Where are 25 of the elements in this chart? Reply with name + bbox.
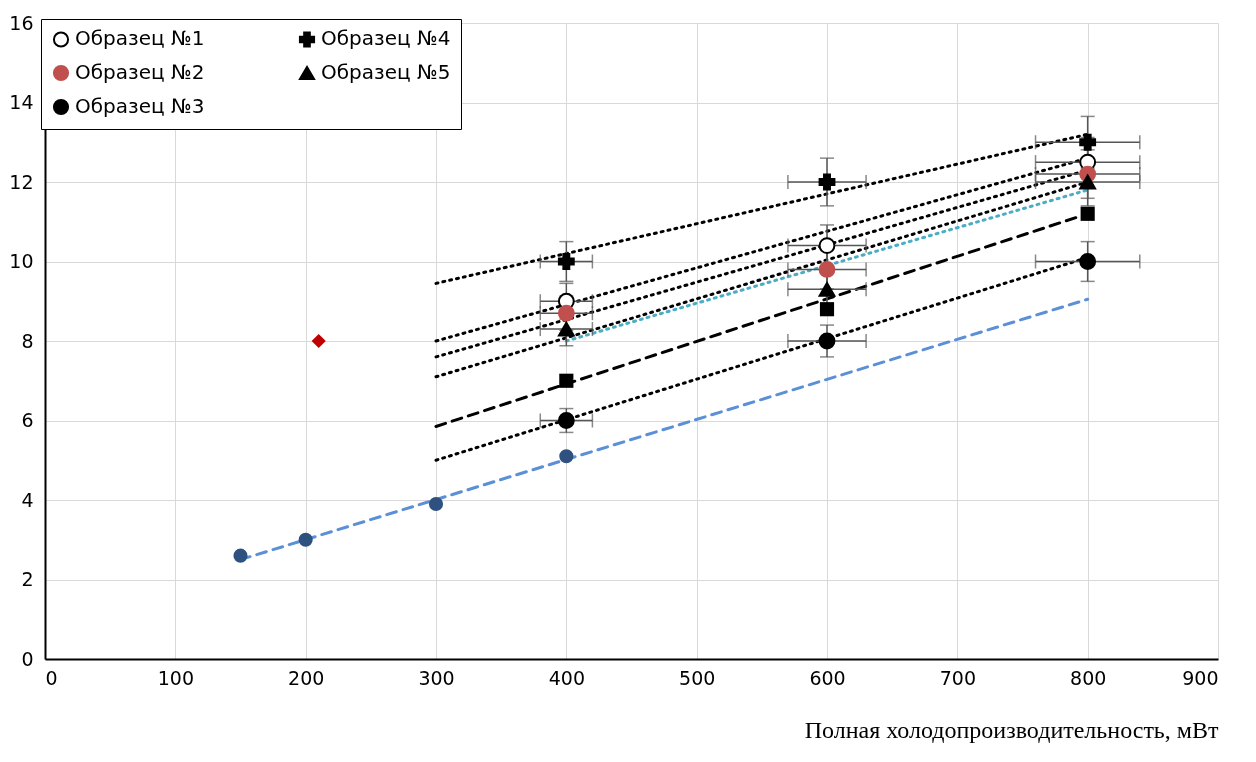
legend-label: Образец №3 xyxy=(75,94,205,118)
y-tick-label: 10 xyxy=(9,250,34,272)
legend-label: Образец №2 xyxy=(75,60,205,84)
y-tick-label: 16 xyxy=(9,11,34,34)
x-tick-label: 300 xyxy=(418,666,455,689)
x-tick-label: 700 xyxy=(939,666,976,689)
x-tick-label: 200 xyxy=(288,666,325,689)
y-tick-label: 14 xyxy=(9,91,34,113)
x-tick-label: 100 xyxy=(157,666,194,689)
y-tick-label: 2 xyxy=(21,568,34,590)
y-tick-label: 0 xyxy=(21,647,34,670)
x-tick-label: 900 xyxy=(1182,666,1219,689)
x-tick-label: 800 xyxy=(1070,666,1107,689)
legend-label: Образец №5 xyxy=(321,60,451,84)
legend-label: Образец №1 xyxy=(75,26,205,51)
y-tick-label: 4 xyxy=(21,488,34,511)
x-tick-label: 500 xyxy=(679,666,716,689)
x-tick-label: 600 xyxy=(809,666,846,689)
y-tick-label: 8 xyxy=(21,329,34,352)
x-tick-label: 400 xyxy=(548,666,585,689)
x-tick-label: 0 xyxy=(45,666,58,689)
y-tick-label: 6 xyxy=(21,409,34,431)
legend-label: Образец №4 xyxy=(321,26,451,51)
x-axis-title: Полная холодопроизводительность, мВт xyxy=(804,716,1220,743)
y-tick-label: 12 xyxy=(9,170,34,193)
